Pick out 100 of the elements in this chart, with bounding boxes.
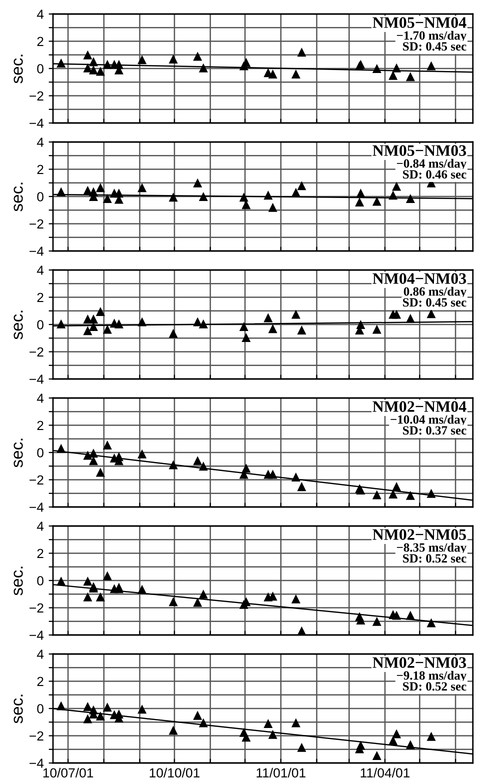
point — [102, 194, 112, 204]
point — [406, 490, 415, 500]
y-tick-label: −4 — [30, 758, 44, 768]
point — [138, 704, 147, 714]
y-tick-label: −4 — [30, 118, 44, 128]
point — [297, 48, 306, 57]
point — [388, 490, 398, 499]
point — [102, 571, 112, 580]
y-tick-label: 2 — [37, 164, 44, 174]
point — [83, 714, 92, 724]
point — [168, 192, 178, 202]
annotation: NM02−NM03 — [372, 657, 466, 668]
annotation: −8.35 ms/day — [396, 542, 466, 554]
point — [356, 188, 366, 198]
point — [392, 63, 402, 72]
annotation: −1.70 ms/day — [396, 30, 466, 42]
point — [264, 190, 273, 200]
point — [168, 460, 178, 470]
point — [291, 310, 300, 319]
point — [96, 307, 105, 316]
point — [88, 57, 98, 66]
point — [193, 710, 202, 720]
point — [102, 324, 112, 334]
annotation: SD: 0.37 sec — [403, 426, 466, 435]
point — [239, 192, 248, 202]
y-axis-title: sec. — [14, 694, 23, 724]
point — [392, 182, 402, 191]
point — [388, 190, 398, 200]
y-tick-label: 2 — [37, 420, 44, 430]
point — [406, 610, 415, 620]
point — [426, 488, 436, 498]
point — [83, 702, 92, 711]
y-tick-label: −4 — [30, 246, 44, 256]
annotation: NM04−NM03 — [372, 273, 466, 284]
point — [88, 65, 98, 74]
point — [56, 444, 66, 453]
annotation: SD: 0.45 sec — [403, 298, 466, 307]
point — [56, 701, 66, 710]
point — [372, 616, 382, 626]
point — [198, 319, 208, 328]
y-tick-label: −2 — [30, 347, 44, 357]
y-tick-label: 4 — [36, 10, 44, 19]
annotation: SD: 0.45 sec — [403, 42, 466, 51]
point — [372, 490, 382, 500]
point — [356, 320, 366, 329]
y-tick-label: 2 — [37, 292, 44, 302]
point — [406, 740, 415, 750]
point — [297, 482, 306, 492]
point — [406, 314, 415, 323]
point — [56, 58, 66, 68]
point — [168, 328, 178, 338]
point — [406, 72, 415, 82]
point — [268, 324, 278, 334]
annotation: 0.86 ms/day — [404, 286, 466, 298]
y-tick-label: −4 — [30, 502, 44, 512]
point — [83, 50, 92, 60]
point — [392, 310, 402, 319]
point — [83, 592, 92, 602]
point — [138, 183, 147, 192]
annotation: NM02−NM04 — [372, 401, 466, 412]
point — [297, 742, 306, 752]
point — [198, 718, 208, 728]
y-tick-label: 2 — [37, 676, 44, 686]
point — [426, 309, 436, 318]
y-tick-label: 0 — [37, 704, 44, 714]
annotation: SD: 0.52 sec — [403, 682, 466, 691]
y-tick-label: 2 — [37, 36, 44, 46]
point — [102, 440, 112, 450]
y-axis-title: sec. — [14, 566, 23, 596]
point — [138, 584, 147, 594]
annotation: SD: 0.46 sec — [403, 170, 466, 179]
point — [291, 188, 300, 197]
point — [138, 55, 147, 64]
y-tick-label: −4 — [30, 630, 44, 640]
point — [168, 54, 178, 64]
point — [96, 66, 105, 76]
point — [56, 187, 66, 196]
point — [96, 183, 105, 192]
point — [268, 470, 278, 479]
point — [291, 472, 300, 482]
point — [388, 736, 398, 746]
y-axis-title: sec. — [14, 310, 23, 340]
point — [102, 702, 112, 712]
annotation: NM02−NM05 — [372, 529, 466, 540]
point — [291, 69, 300, 78]
point — [114, 188, 124, 198]
point — [268, 69, 278, 78]
x-tick-label: 10/07/01 — [43, 768, 94, 778]
y-tick-label: −2 — [30, 91, 44, 101]
y-tick-label: 4 — [36, 138, 44, 147]
point — [193, 52, 202, 61]
point — [388, 70, 398, 80]
point — [297, 626, 306, 636]
y-tick-label: 2 — [37, 548, 44, 558]
point — [297, 181, 306, 190]
point — [242, 464, 251, 473]
y-tick-label: 0 — [37, 192, 44, 202]
point — [268, 202, 278, 212]
point — [372, 751, 382, 760]
y-tick-label: 4 — [36, 266, 44, 275]
